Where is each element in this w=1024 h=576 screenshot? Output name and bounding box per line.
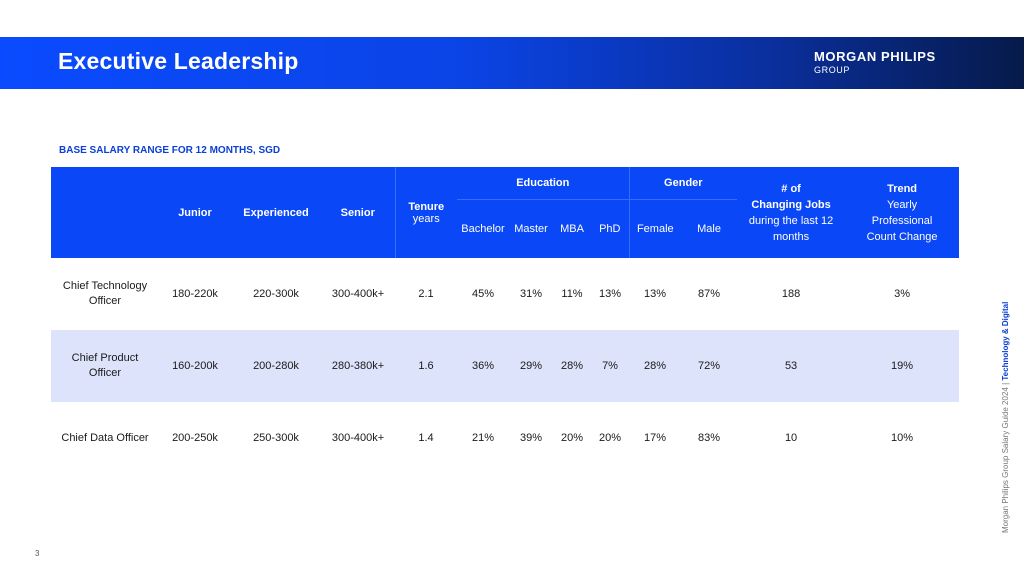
header-banner: Executive Leadership MORGAN PHILIPS GROU… [0, 37, 1024, 89]
jobs-header: # of Changing Jobs during the last 12 mo… [737, 167, 846, 258]
tenure-header: Tenure years [394, 167, 457, 258]
logo-main-text: MORGAN PHILIPS [814, 49, 936, 64]
senior-cell: 300-400k+ [331, 432, 385, 444]
jobs-cell: 188 [781, 288, 801, 300]
header-row-subcolumns: Bachelor Master MBA PhD Female Male [51, 199, 959, 258]
mba-header: MBA [553, 199, 591, 258]
trend-header-line3: Professional [871, 214, 933, 227]
male-cell: 83% [698, 432, 721, 444]
male-header: Male [681, 199, 738, 258]
mba-cell: 28% [553, 330, 591, 402]
trend-cell: 3% [894, 288, 911, 300]
role-line1: Chief Product [71, 352, 139, 364]
experienced-cell: 200-280k [231, 330, 321, 402]
role-line1: Chief Data Officer [61, 431, 149, 444]
side-note-emphasis: Technology & Digital [1001, 301, 1010, 381]
mba-cell: 11% [561, 288, 583, 300]
male-cell: 72% [681, 330, 738, 402]
role-cell: Chief Technology Officer [51, 258, 159, 330]
tenure-cell: 2.1 [418, 288, 434, 300]
master-header: Master [509, 199, 553, 258]
role-cell: Chief Product Officer [51, 330, 159, 402]
logo-sub-text: GROUP [814, 65, 851, 75]
trend-header: Trend Yearly Professional Count Change [845, 167, 960, 258]
company-logo: MORGAN PHILIPS GROUP [814, 50, 936, 75]
bachelor-cell: 45% [471, 288, 495, 300]
education-header: Education [457, 167, 630, 200]
role-header [51, 167, 159, 258]
mba-cell: 20% [560, 432, 584, 444]
trend-cell: 19% [845, 330, 960, 402]
female-cell: 28% [629, 330, 682, 402]
bachelor-cell: 36% [457, 330, 509, 402]
tenure-header-unit: years [412, 212, 440, 225]
jobs-header-line2: Changing Jobs [751, 198, 831, 211]
jobs-header-line1: # of [781, 182, 801, 195]
phd-cell: 7% [591, 330, 630, 402]
senior-header: Senior [321, 167, 395, 258]
trend-header-line2: Yearly [886, 198, 918, 211]
salary-table-container: Junior Experienced Senior Tenure years E… [51, 167, 960, 474]
role-line2: Officer [88, 295, 122, 307]
senior-cell: 280-380k+ [321, 330, 395, 402]
tenure-cell: 1.6 [395, 330, 457, 402]
jobs-cell: 53 [737, 330, 846, 402]
section-label: BASE SALARY RANGE FOR 12 MONTHS, SGD [59, 145, 281, 156]
phd-cell: 13% [599, 288, 622, 300]
master-cell: 39% [519, 432, 543, 444]
page-number: 3 [35, 549, 40, 558]
tenure-header-label: Tenure [408, 200, 445, 213]
page-title: Executive Leadership [58, 48, 299, 74]
salary-table: Junior Experienced Senior Tenure years E… [51, 167, 960, 474]
role-cell: Chief Data Officer [51, 402, 159, 474]
female-header: Female [628, 199, 682, 258]
phd-header: PhD [591, 199, 630, 258]
master-cell: 29% [509, 330, 553, 402]
junior-cell: 200-250k [172, 432, 218, 444]
role-line1: Chief Technology [62, 280, 148, 292]
jobs-header-line4: months [773, 230, 810, 243]
junior-cell: 180-220k [172, 288, 218, 300]
table-row: Chief Technology Officer 180-220k 220-30… [51, 258, 959, 330]
trend-header-line1: Trend [887, 182, 918, 195]
male-cell: 87% [698, 288, 721, 300]
junior-header: Junior [159, 167, 231, 258]
female-cell: 13% [644, 288, 667, 300]
phd-cell: 20% [599, 432, 622, 444]
jobs-cell: 10 [784, 432, 798, 444]
senior-cell: 300-400k+ [331, 288, 385, 300]
master-cell: 31% [519, 288, 543, 300]
jobs-header-line3: during the last 12 [748, 214, 834, 227]
table-row: Chief Product Officer 160-200k 200-280k … [51, 330, 960, 402]
trend-cell: 10% [891, 432, 914, 444]
table-row: Chief Data Officer 200-250k 250-300k 300… [51, 402, 959, 474]
trend-header-line4: Count Change [866, 230, 938, 243]
gender-header: Gender [628, 167, 738, 200]
experienced-cell: 220-300k [253, 288, 299, 300]
bachelor-cell: 21% [471, 432, 495, 444]
side-footer-note: Morgan Philips Group Salary Guide 2024 |… [1001, 302, 1010, 533]
tenure-cell: 1.4 [418, 432, 434, 444]
experienced-cell: 250-300k [253, 432, 299, 444]
experienced-header: Experienced [231, 167, 321, 258]
role-line2: Officer [88, 367, 122, 379]
side-note-prefix: Morgan Philips Group Salary Guide 2024 | [1001, 380, 1010, 533]
bachelor-header: Bachelor [457, 199, 509, 258]
female-cell: 17% [644, 432, 667, 444]
junior-cell: 160-200k [159, 330, 231, 402]
header-row-groups: Junior Experienced Senior Tenure years E… [51, 167, 960, 258]
